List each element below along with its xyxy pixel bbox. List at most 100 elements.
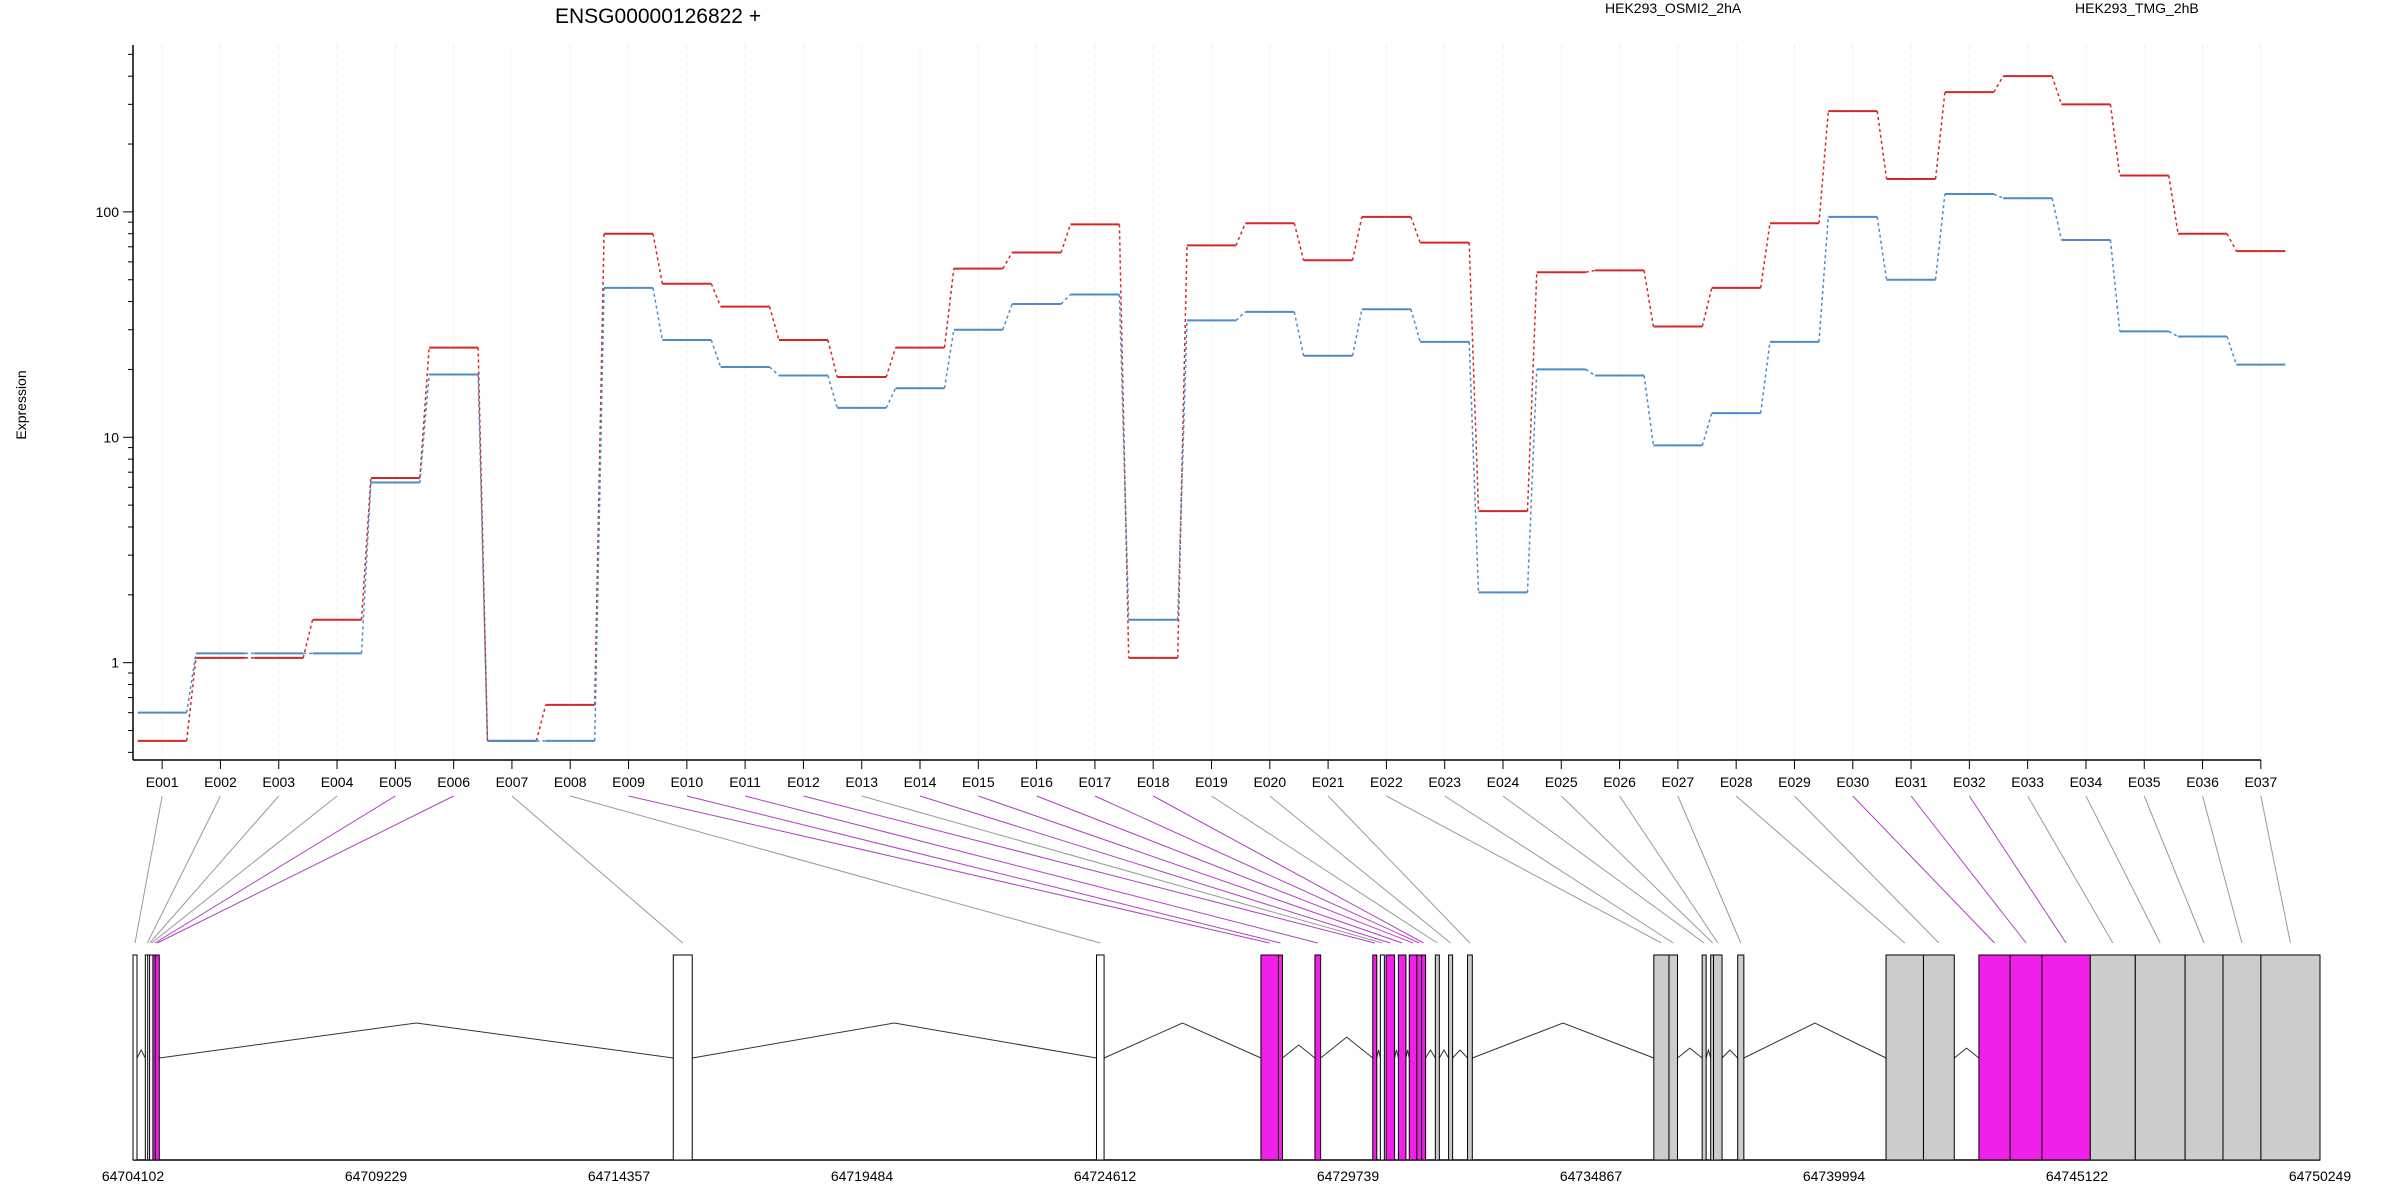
series-0-connector — [1293, 223, 1305, 261]
exon-link-E031 — [1910, 795, 2027, 944]
intron — [1472, 1022, 1654, 1059]
series-1-connector — [1759, 341, 1771, 414]
series-0-connector — [1585, 269, 1596, 273]
exon-box-E033 — [2089, 954, 2136, 1161]
y-axis-label: Expression — [13, 370, 29, 439]
exon-link-E008 — [570, 795, 1101, 944]
series-0-connector — [1526, 272, 1538, 512]
series-1-connector — [1876, 216, 1888, 280]
x-tick-label-E035: E035 — [2128, 774, 2161, 790]
series-0-connector — [2051, 75, 2063, 105]
exon-box-E011 — [1314, 954, 1322, 1161]
exon-box-E015 — [1397, 954, 1407, 1161]
exon-link-E009 — [628, 795, 1270, 944]
legend-entry-series-0: HEK293_OSMI2_2hA — [1605, 0, 1742, 16]
exon-link-E007 — [511, 795, 684, 944]
x-tick-label-E012: E012 — [787, 774, 820, 790]
x-tick-label-E009: E009 — [612, 774, 645, 790]
intron — [159, 1022, 674, 1059]
exon-box-E037 — [2260, 954, 2321, 1161]
intron — [1705, 1048, 1712, 1059]
series-0-connector — [1701, 287, 1713, 327]
series-1-connector — [827, 375, 838, 409]
coord-label: 64745122 — [2046, 1168, 2109, 1184]
exon-box-E026 — [1713, 954, 1723, 1161]
series-1-connector — [1410, 308, 1421, 343]
x-tick-label-E028: E028 — [1720, 774, 1753, 790]
series-0-connector — [1759, 223, 1771, 288]
coord-label: 64714357 — [588, 1168, 651, 1184]
x-tick-label-E037: E037 — [2244, 774, 2277, 790]
series-1-connector — [477, 374, 489, 741]
x-tick-label-E005: E005 — [379, 774, 412, 790]
y-tick-label: 10 — [103, 429, 119, 445]
x-tick-label-E021: E021 — [1312, 774, 1345, 790]
exon-link-E022 — [1386, 795, 1662, 944]
intron — [1452, 1049, 1468, 1059]
x-tick-label-E033: E033 — [2011, 774, 2044, 790]
exon-link-E023 — [1444, 795, 1674, 944]
y-tick-label: 100 — [96, 204, 120, 220]
exon-link-E030 — [1852, 795, 1995, 944]
plot-area: 1 10 100 E001 E002 E003 E004 E005 E006 E007 E008 E0… — [96, 45, 2286, 790]
intron — [1103, 1022, 1262, 1059]
x-tick-label-E019: E019 — [1195, 774, 1228, 790]
coord-label: 64724612 — [1074, 1168, 1137, 1184]
exon-link-E012 — [803, 795, 1375, 944]
coord-label: 64729739 — [1317, 1168, 1380, 1184]
exon-link-E029 — [1794, 795, 1940, 944]
exon-box-E030 — [1978, 954, 2011, 1161]
series-0-connector — [419, 347, 430, 479]
intron — [1425, 1049, 1436, 1059]
series-1-connector — [710, 339, 722, 368]
x-tick-label-E017: E017 — [1079, 774, 1112, 790]
coord-label: 64704102 — [102, 1168, 165, 1184]
series-0-connector — [302, 619, 314, 659]
exon-box-E024 — [1701, 954, 1707, 1161]
series-0-connector — [885, 347, 897, 378]
x-tick-label-E002: E002 — [204, 774, 237, 790]
intron — [1953, 1047, 1980, 1059]
exon-link-E005 — [154, 795, 396, 944]
series-1-connector — [943, 329, 955, 389]
series-1-connector — [1643, 375, 1655, 446]
series-1-connector — [1060, 293, 1071, 305]
exon-box-E012 — [1372, 954, 1378, 1161]
exon-link-E016 — [1036, 795, 1414, 944]
coord-label: 64739994 — [1803, 1168, 1866, 1184]
series-0 — [137, 75, 2286, 742]
exon-box-E020 — [1448, 954, 1454, 1161]
chart-title: ENSG00000126822 + — [555, 5, 761, 28]
x-tick-label-E022: E022 — [1370, 774, 1403, 790]
series-0-connector — [2109, 104, 2121, 176]
coord-label: 64734867 — [1560, 1168, 1623, 1184]
intron — [1282, 1044, 1316, 1059]
x-tick-label-E036: E036 — [2186, 774, 2219, 790]
intron — [1376, 1049, 1381, 1059]
series-1-connector — [769, 366, 780, 377]
series-0-connector — [1060, 224, 1072, 253]
x-tick-label-E003: E003 — [262, 774, 295, 790]
x-tick-label-E013: E013 — [845, 774, 878, 790]
exon-link-E018 — [1152, 795, 1424, 944]
exon-link-E003 — [149, 795, 280, 944]
series-0-connector — [593, 233, 605, 705]
exon-link-E001 — [134, 795, 163, 944]
coord-label: 64719484 — [831, 1168, 894, 1184]
series-0-connector — [185, 657, 197, 741]
series-1-connector — [419, 374, 430, 483]
series-1-connector — [1293, 311, 1305, 356]
exon-link-E033 — [2027, 795, 2114, 944]
exon-box-E013 — [1379, 954, 1385, 1161]
gene-model: 64704102 64709229 64714357 64719484 64724612… — [102, 795, 2351, 1184]
series-1-connector — [652, 287, 664, 341]
series-0-connector — [768, 306, 780, 341]
series-1-connector — [1235, 311, 1246, 321]
series-1-connector — [1002, 303, 1013, 330]
exon-link-E024 — [1502, 795, 1705, 944]
x-tick-label-E026: E026 — [1603, 774, 1636, 790]
x-tick-label-E031: E031 — [1895, 774, 1928, 790]
intron — [1438, 1049, 1450, 1059]
exon-box-E031 — [2009, 954, 2043, 1161]
x-tick-label-E008: E008 — [554, 774, 587, 790]
